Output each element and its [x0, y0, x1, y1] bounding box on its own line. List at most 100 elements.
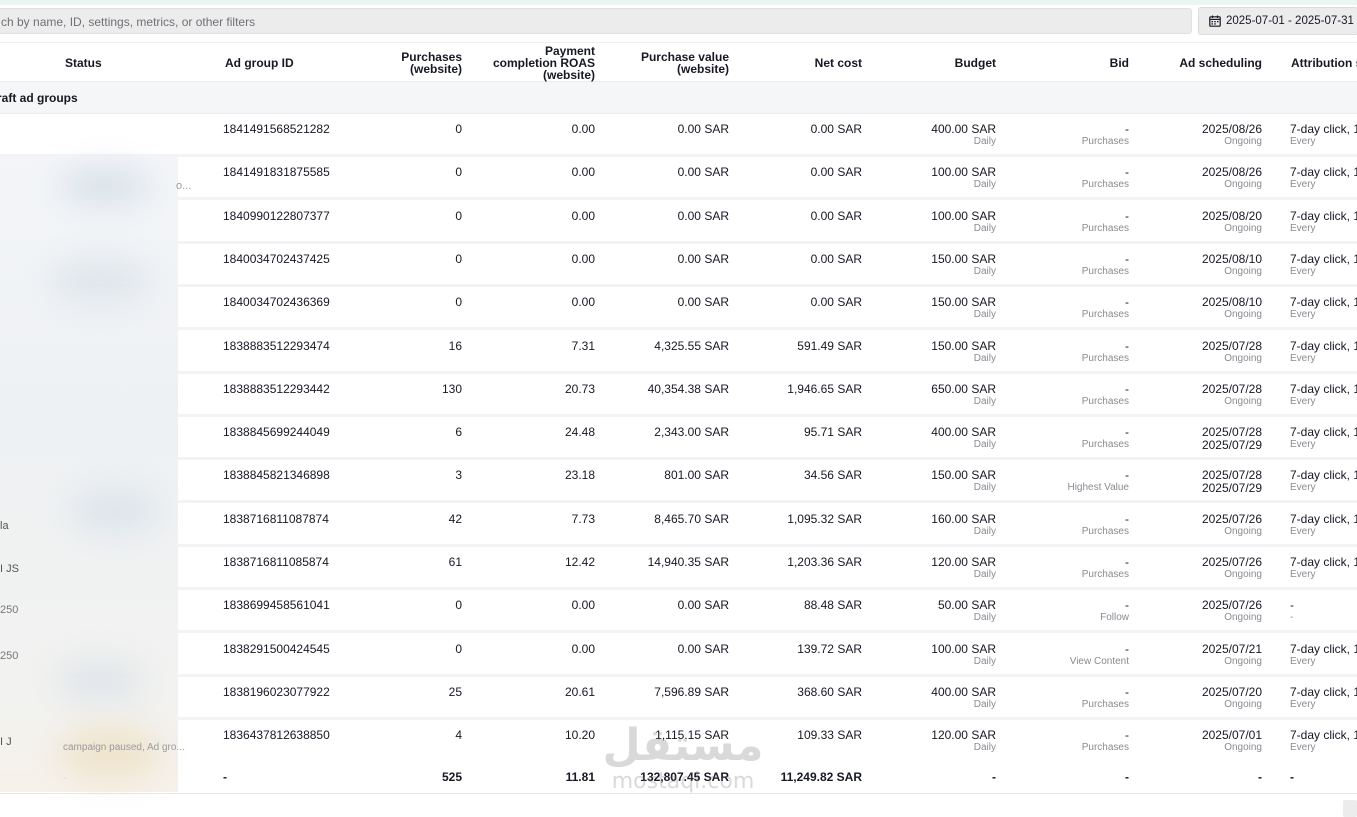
cell-purchase-value: 801.00 SAR: [664, 468, 729, 483]
cell-net-cost: 109.33 SAR: [797, 728, 862, 743]
cell-bid[interactable]: -: [1125, 165, 1129, 180]
cell-budget[interactable]: 400.00 SAR: [931, 425, 996, 440]
cell-ad-scheduling[interactable]: 2025/08/10: [1201, 251, 1262, 266]
cell-purchases: 0: [455, 122, 462, 136]
cell-ad-scheduling[interactable]: 2025/07/21: [1201, 641, 1262, 656]
cell-net-cost: 88.48 SAR: [803, 598, 862, 613]
cell-purchase-value: 0.00 SAR: [677, 295, 729, 310]
table-row[interactable]: 1838845821346898 3 23.18 801.00 SAR 34.56 SA…: [0, 460, 1357, 504]
col-payment-roas[interactable]: Payment completion ROAS (website): [475, 45, 595, 81]
cell-budget[interactable]: 650.00 SAR: [931, 381, 996, 396]
cell-budget[interactable]: 400.00 SAR: [931, 122, 996, 136]
total-budget: -: [992, 770, 996, 784]
cell-budget[interactable]: 100.00 SAR: [931, 641, 996, 656]
cell-bid[interactable]: -: [1125, 684, 1129, 699]
col-purchase-value[interactable]: Purchase value (website): [609, 51, 729, 75]
cell-ad-scheduling[interactable]: 2025/07/26: [1201, 511, 1262, 526]
cell-ad-group-id: 1836437812638850: [223, 728, 330, 743]
cell-schedule-end: Ongoing: [1224, 395, 1262, 407]
cell-ad-scheduling[interactable]: 2025/07/28: [1201, 338, 1262, 353]
cell-budget[interactable]: 150.00 SAR: [931, 251, 996, 266]
cell-purchase-value: 2,343.00 SAR: [654, 425, 729, 440]
col-status[interactable]: Status: [65, 56, 102, 70]
cell-ad-scheduling[interactable]: 2025/07/26: [1201, 598, 1262, 613]
cell-bid[interactable]: -: [1125, 728, 1129, 743]
cell-attribution: 7-day click, 1: [1290, 728, 1357, 743]
col-attribution[interactable]: Attribution s: [1291, 56, 1357, 70]
col-ad-group-id[interactable]: Ad group ID: [225, 56, 294, 70]
table-row[interactable]: 1838716811087874 42 7.73 8,465.70 SAR 1,095.…: [0, 503, 1357, 547]
cell-ad-scheduling[interactable]: 2025/07/20: [1201, 684, 1262, 699]
table-row[interactable]: 1841491831875585 0 0.00 0.00 SAR 0.00 SAR 100…: [0, 157, 1357, 201]
cell-ad-scheduling[interactable]: 2025/07/28: [1201, 468, 1262, 483]
cell-attribution-sub: Every: [1290, 136, 1316, 147]
col-purchases-line1: Purchases: [401, 50, 462, 64]
table-row[interactable]: 1840034702437425 0 0.00 0.00 SAR 0.00 SAR 150…: [0, 243, 1357, 287]
draft-ad-groups-section[interactable]: raft ad groups: [0, 82, 1357, 114]
cell-roas: 10.20: [564, 728, 595, 743]
cell-ad-scheduling[interactable]: 2025/07/01: [1201, 728, 1262, 743]
col-pv-line1: Purchase value: [640, 50, 729, 64]
cell-purchases: 3: [455, 468, 462, 483]
table-row[interactable]: 1838845699244049 6 24.48 2,343.00 SAR 95.71 …: [0, 417, 1357, 461]
cell-ad-group-id: 1841491568521282: [223, 122, 330, 136]
col-budget[interactable]: Budget: [954, 56, 996, 70]
table-row[interactable]: 1841491568521282 0 0.00 0.00 SAR 0.00 SAR 400…: [0, 114, 1357, 157]
cell-budget[interactable]: 50.00 SAR: [937, 598, 996, 613]
cell-budget[interactable]: 150.00 SAR: [931, 468, 996, 483]
cell-ad-scheduling[interactable]: 2025/08/20: [1201, 208, 1262, 223]
cell-ad-scheduling[interactable]: 2025/07/26: [1201, 555, 1262, 569]
cell-budget[interactable]: 150.00 SAR: [931, 338, 996, 353]
search-input[interactable]: ch by name, ID, settings, metrics, or ot…: [0, 8, 1192, 34]
cell-bid[interactable]: -: [1125, 425, 1129, 440]
table-row[interactable]: 1836437812638850 4 10.20 1,115.15 SAR 109.33…: [0, 720, 1357, 764]
cell-ad-scheduling[interactable]: 2025/08/26: [1201, 122, 1262, 136]
cell-ad-scheduling[interactable]: 2025/08/26: [1201, 165, 1262, 180]
table-row[interactable]: 1838883512293442 130 20.73 40,354.38 SAR 1,9…: [0, 373, 1357, 417]
cell-bid[interactable]: -: [1125, 468, 1129, 483]
col-purchases[interactable]: Purchases (website): [362, 51, 462, 75]
table-header: Status Ad group ID Purchases (website) P…: [0, 42, 1357, 82]
table-row[interactable]: 1840034702436369 0 0.00 0.00 SAR 0.00 SAR 150…: [0, 287, 1357, 331]
cell-budget[interactable]: 150.00 SAR: [931, 295, 996, 310]
table-row[interactable]: 1838291500424545 0 0.00 0.00 SAR 139.72 SAR 1…: [0, 633, 1357, 677]
cell-budget[interactable]: 120.00 SAR: [931, 728, 996, 743]
blur-spot: [50, 256, 150, 306]
cell-ad-group-id: 1840034702436369: [223, 295, 330, 310]
table-totals-row: - - 525 11.81 132,807.45 SAR 11,249.82 S…: [0, 760, 1357, 794]
col-ad-scheduling[interactable]: Ad scheduling: [1179, 56, 1262, 70]
col-bid[interactable]: Bid: [1109, 56, 1129, 70]
table-row[interactable]: 1838196023077922 25 20.61 7,596.89 SAR 368.6…: [0, 676, 1357, 720]
cell-schedule-end: Ongoing: [1224, 222, 1262, 234]
cell-bid[interactable]: -: [1125, 641, 1129, 656]
cell-bid[interactable]: -: [1125, 295, 1129, 310]
cell-bid-strategy: View Content: [1069, 655, 1129, 667]
cell-attribution-sub: Every: [1290, 439, 1316, 451]
cell-ad-scheduling[interactable]: 2025/07/28: [1201, 425, 1262, 440]
table-row[interactable]: 1838716811085874 61 12.42 14,940.35 SAR 1,20…: [0, 547, 1357, 590]
cell-bid[interactable]: -: [1125, 251, 1129, 266]
table-row[interactable]: 1838883512293474 16 7.31 4,325.55 SAR 591.49…: [0, 330, 1357, 374]
date-range-picker[interactable]: 2025-07-01 - 2025-07-31: [1198, 7, 1357, 35]
cell-bid[interactable]: -: [1125, 555, 1129, 569]
cell-bid[interactable]: -: [1125, 598, 1129, 613]
cell-schedule-end: 2025/07/29: [1201, 481, 1262, 496]
cell-bid[interactable]: -: [1125, 122, 1129, 136]
cell-bid[interactable]: -: [1125, 511, 1129, 526]
cell-bid[interactable]: -: [1125, 338, 1129, 353]
cell-budget[interactable]: 100.00 SAR: [931, 208, 996, 223]
name-fragment: 250: [0, 650, 19, 662]
col-net-cost[interactable]: Net cost: [814, 56, 862, 70]
cell-ad-scheduling[interactable]: 2025/08/10: [1201, 295, 1262, 310]
table-row[interactable]: 1840990122807377 0 0.00 0.00 SAR 0.00 SAR 100…: [0, 200, 1357, 244]
cell-budget[interactable]: 100.00 SAR: [931, 165, 996, 180]
cell-bid[interactable]: -: [1125, 381, 1129, 396]
cell-budget[interactable]: 400.00 SAR: [931, 684, 996, 699]
table-row[interactable]: 1838699458561041 0 0.00 0.00 SAR 88.48 SAR 50…: [0, 590, 1357, 634]
cell-budget[interactable]: 120.00 SAR: [931, 555, 996, 569]
cell-budget-type: Daily: [973, 612, 996, 624]
cell-ad-scheduling[interactable]: 2025/07/28: [1201, 381, 1262, 396]
cell-bid[interactable]: -: [1125, 208, 1129, 223]
cell-budget[interactable]: 160.00 SAR: [931, 511, 996, 526]
scroll-handle[interactable]: [1343, 800, 1357, 817]
